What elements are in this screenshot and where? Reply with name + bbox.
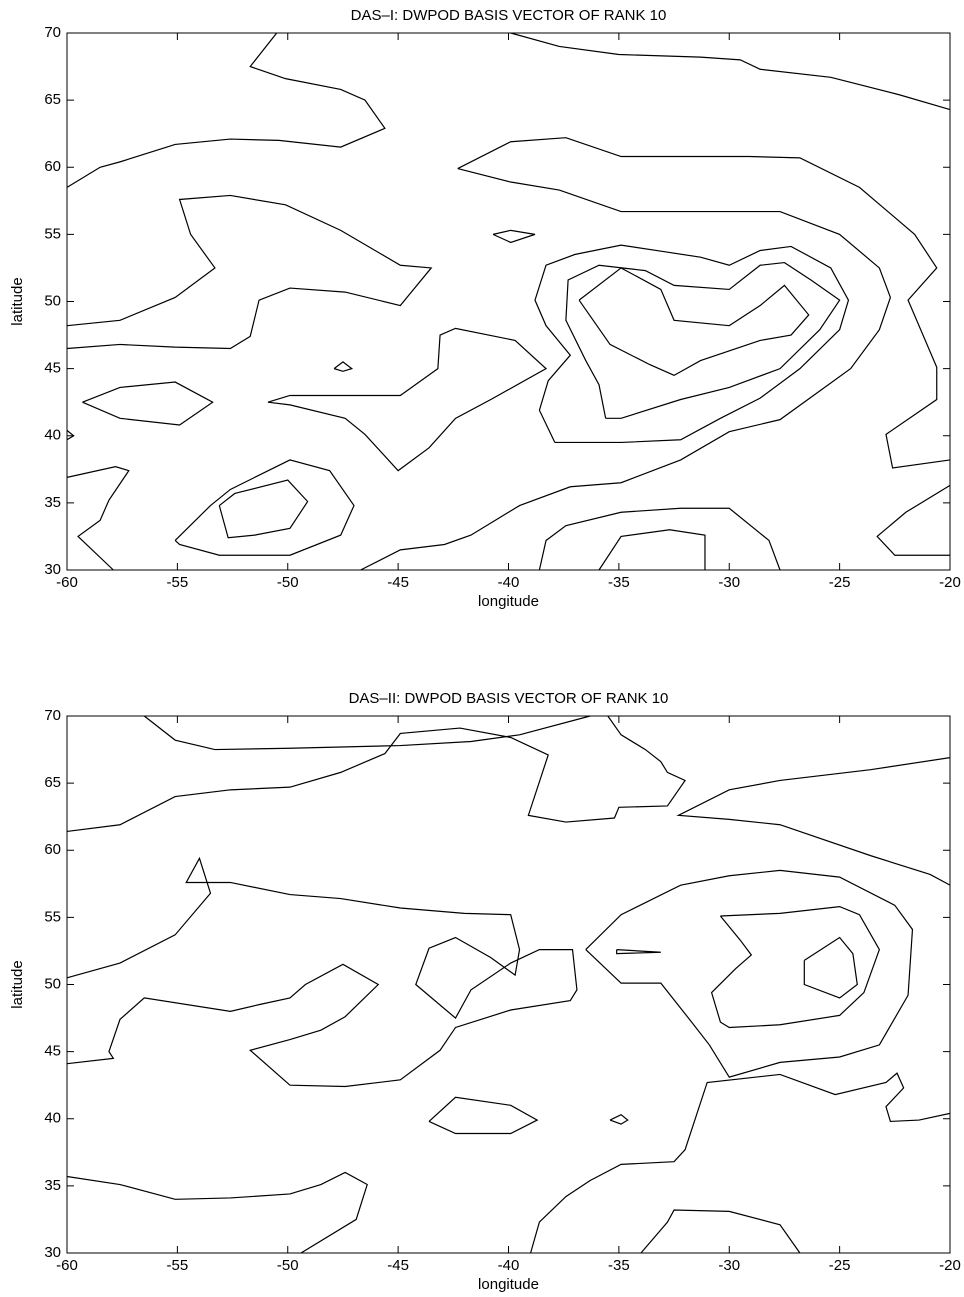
y-tick-label: 30 (44, 561, 61, 578)
contour-line (876, 484, 951, 556)
y-tick-label: 35 (44, 1177, 61, 1194)
contour-line (640, 1209, 801, 1254)
y-tick-label: 45 (44, 1043, 61, 1060)
contour-line (428, 1096, 539, 1135)
x-tick-label: -55 (167, 574, 189, 591)
contour-line (360, 168, 892, 571)
chart-panel: -60 -55 -50 -45 -40 -35 -30 -25 -20 30 35 40 45 50 55 6… (9, 7, 961, 610)
x-tick-label: -50 (277, 574, 299, 591)
chart-title: DAS–I: DWPOD BASIS VECTOR OF RANK 10 (351, 7, 667, 24)
contour-line (174, 459, 355, 556)
contour-line (333, 361, 354, 372)
x-tick-label: -50 (277, 1257, 299, 1274)
x-tick-label: -35 (608, 1257, 630, 1274)
contour-line (598, 529, 706, 571)
x-tick-label: -60 (56, 574, 78, 591)
chart-panel: -60 -55 -50 -45 -40 -35 -30 -25 -20 30 35 40 45 50 55 6… (9, 690, 961, 1293)
x-tick-label: -25 (829, 1257, 851, 1274)
contour-line (267, 327, 548, 472)
x-tick-label: -20 (939, 1257, 961, 1274)
y-axis-label: latitude (9, 960, 26, 1008)
contour-line (538, 507, 781, 571)
contour-line (676, 757, 951, 886)
x-tick-label: -55 (167, 1257, 189, 1274)
contour-line (710, 906, 881, 1029)
contour-line (585, 869, 914, 1078)
x-tick-label: -60 (56, 1257, 78, 1274)
contour-line (218, 479, 309, 539)
contour-line (66, 429, 75, 441)
y-tick-label: 55 (44, 225, 61, 242)
y-tick-label: 70 (44, 24, 61, 41)
contour-line (565, 261, 841, 419)
y-tick-label: 50 (44, 292, 61, 309)
y-tick-label: 65 (44, 91, 61, 108)
contour-line (66, 856, 578, 1088)
y-tick-label: 50 (44, 975, 61, 992)
contour-line (143, 715, 591, 751)
x-tick-label: -35 (608, 574, 630, 591)
x-tick-label: -40 (498, 574, 520, 591)
y-tick-label: 65 (44, 774, 61, 791)
contour-line (66, 1171, 368, 1254)
contour-line (609, 1114, 629, 1125)
y-tick-label: 60 (44, 158, 61, 175)
contour-line (66, 715, 687, 833)
contour-line (803, 936, 858, 999)
contour-line (66, 194, 433, 350)
chart-title: DAS–II: DWPOD BASIS VECTOR OF RANK 10 (349, 690, 669, 707)
y-axis-label: latitude (9, 277, 26, 325)
y-tick-label: 35 (44, 494, 61, 511)
x-tick-label: -20 (939, 574, 961, 591)
contour-line (534, 244, 850, 444)
contour-line (457, 137, 951, 469)
y-tick-label: 40 (44, 1110, 61, 1127)
contour-line (616, 949, 661, 955)
x-axis-label: longitude (478, 593, 539, 610)
contour-line (510, 32, 951, 111)
x-tick-label: -25 (829, 574, 851, 591)
x-tick-label: -30 (718, 1257, 740, 1274)
x-tick-label: -45 (387, 1257, 409, 1274)
x-tick-label: -30 (718, 574, 740, 591)
axes-box (66, 715, 951, 1254)
x-axis-label: longitude (478, 1276, 539, 1293)
y-tick-label: 60 (44, 841, 61, 858)
contour-line (492, 229, 536, 244)
y-tick-label: 55 (44, 908, 61, 925)
contour-line (578, 267, 810, 377)
x-tick-label: -45 (387, 574, 409, 591)
contour-line (66, 32, 386, 188)
axes-box (66, 32, 951, 571)
contour-line (82, 381, 214, 426)
y-tick-label: 45 (44, 360, 61, 377)
y-tick-label: 40 (44, 427, 61, 444)
contour-line (530, 1072, 951, 1254)
x-tick-label: -40 (498, 1257, 520, 1274)
contour-line (66, 466, 130, 571)
y-tick-label: 70 (44, 707, 61, 724)
y-tick-label: 30 (44, 1244, 61, 1261)
